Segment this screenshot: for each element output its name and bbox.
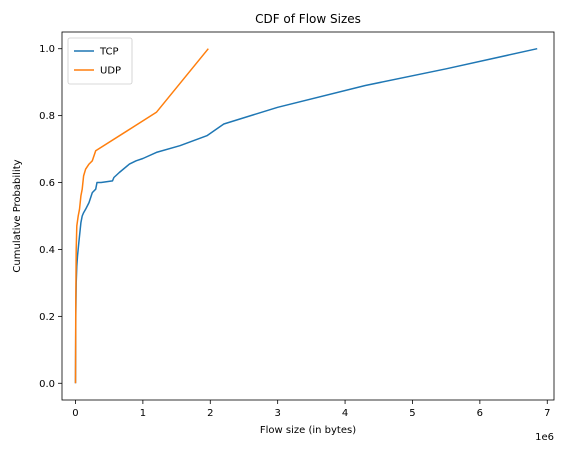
y-tick-label: 0.4	[39, 245, 55, 256]
chart-title: CDF of Flow Sizes	[255, 12, 361, 26]
legend-box	[67, 37, 133, 85]
x-tick-label: 7	[544, 408, 550, 419]
x-axis-offset-label: 1e6	[535, 432, 554, 443]
series-line-udp	[74, 48, 209, 384]
legend-label-udp: UDP	[100, 66, 121, 77]
x-tick-label: 3	[274, 408, 280, 419]
y-tick-label: 1.0	[39, 44, 55, 55]
y-tick-label: 0.6	[39, 178, 55, 189]
series-line-tcp	[74, 47, 538, 384]
y-tick-label: 0.2	[39, 312, 55, 323]
x-tick-label: 6	[477, 408, 483, 419]
x-axis-label: Flow size (in bytes)	[260, 425, 356, 436]
x-tick-label: 2	[207, 408, 213, 419]
x-tick-label: 0	[72, 408, 78, 419]
x-tick-label: 5	[409, 408, 415, 419]
x-tick-label: 1	[140, 408, 146, 419]
x-tick-label: 4	[342, 408, 348, 419]
y-tick-label: 0.0	[39, 379, 55, 390]
y-tick-label: 0.8	[39, 111, 55, 122]
plot-frame	[61, 31, 555, 401]
legend: TCP UDP	[67, 37, 133, 85]
legend-label-tcp: TCP	[99, 47, 119, 58]
y-axis-label: Cumulative Probability	[12, 159, 23, 272]
